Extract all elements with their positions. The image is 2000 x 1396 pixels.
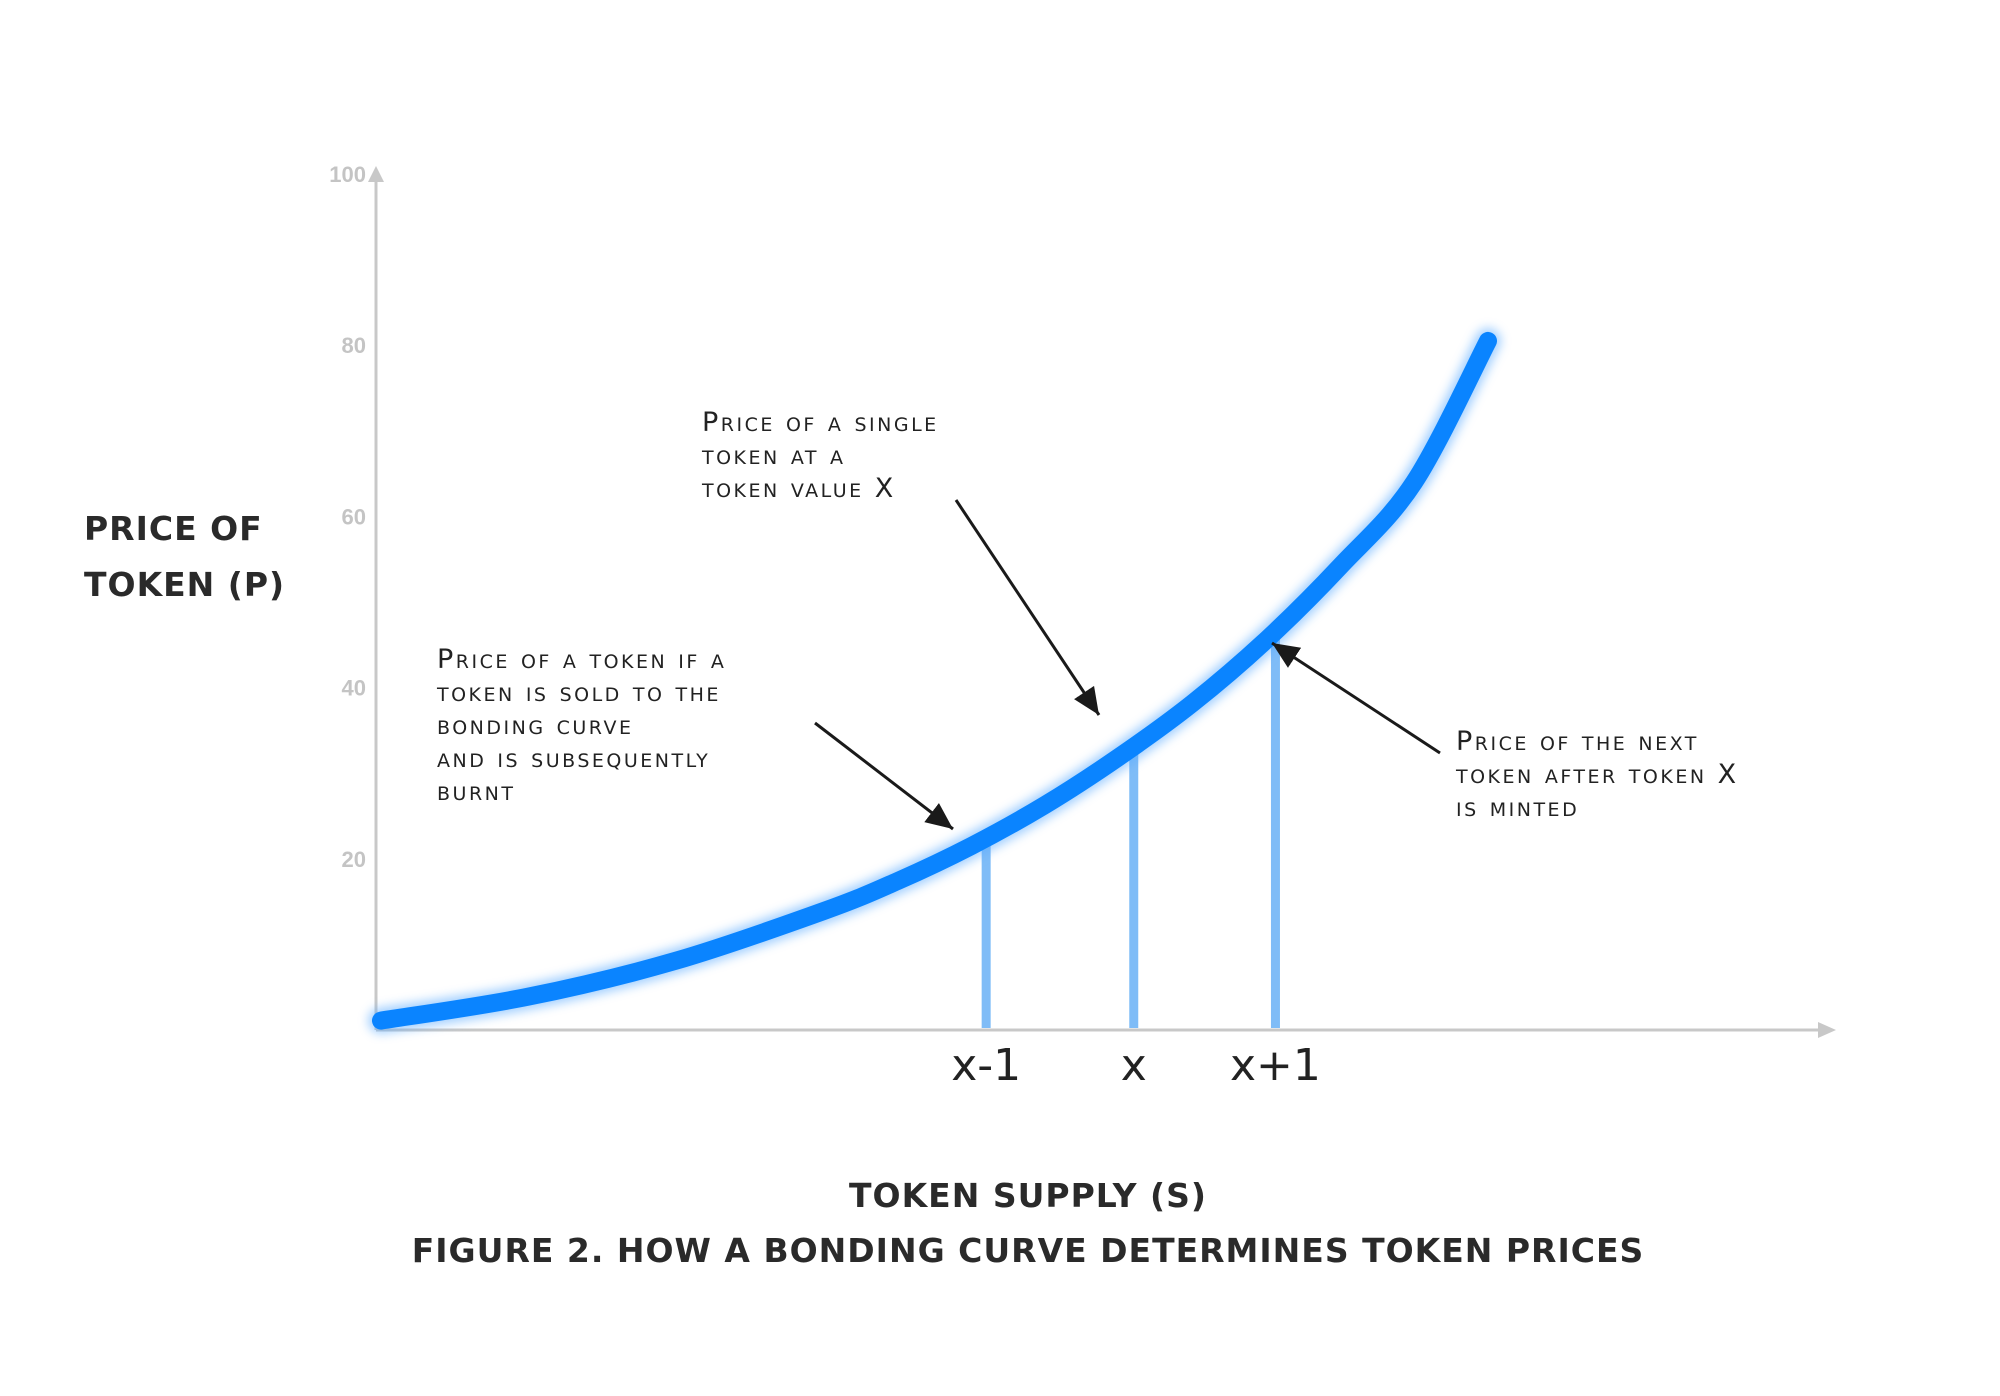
y-tick-40: 40 <box>342 676 366 701</box>
annotation-single-token: Price of a single token at a token value… <box>701 407 950 504</box>
x-axis-label: TOKEN SUPPLY (S) <box>849 1176 1207 1215</box>
arrow-sold-burnt <box>814 721 954 831</box>
annotation-arrows <box>814 499 1441 831</box>
x-axis-arrow <box>1818 1022 1836 1038</box>
figure-caption: FIGURE 2. HOW A BONDING CURVE DETERMINES… <box>412 1231 1645 1270</box>
marker-lines <box>981 631 1280 1028</box>
arrow-single-token <box>954 499 1101 716</box>
y-tick-80: 80 <box>342 333 366 358</box>
curve-group <box>368 327 1501 1034</box>
arrow-next-token <box>1271 641 1441 755</box>
marker-label-x-1: x-1 <box>951 1040 1021 1091</box>
marker-label-x+1: x+1 <box>1230 1040 1321 1091</box>
y-tick-100: 100 <box>329 162 366 187</box>
marker-label-x: x <box>1121 1040 1147 1091</box>
axes <box>368 166 1836 1038</box>
bonding-curve-line <box>372 331 1497 1030</box>
y-tick-labels: 20 40 60 80 100 <box>329 162 366 872</box>
y-axis-label: PRICE OF TOKEN (P) <box>84 509 285 604</box>
y-axis-arrow <box>368 166 384 182</box>
annotation-next-token: Price of the next token after token X is… <box>1455 726 1750 823</box>
annotation-sold-burnt: Price of a token if a token is sold to t… <box>436 644 738 807</box>
y-tick-20: 20 <box>342 847 366 872</box>
marker-labels: x-1 x x+1 <box>951 1040 1321 1091</box>
y-tick-60: 60 <box>342 504 366 529</box>
